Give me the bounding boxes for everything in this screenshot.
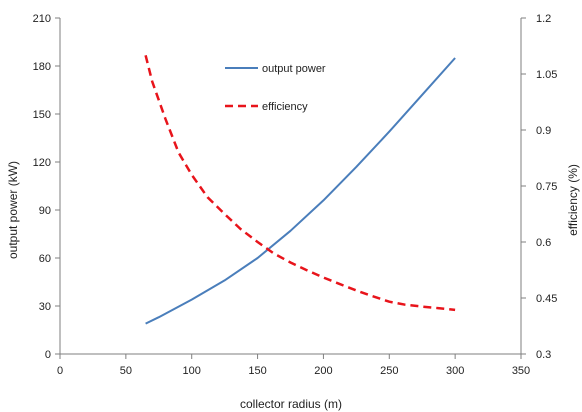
series-line-efficiency (144, 54, 456, 312)
right-y-tick-label: 0.6 (536, 237, 551, 249)
x-tick-label: 50 (120, 365, 132, 377)
right-y-tick-label: 1.05 (536, 69, 557, 81)
left-y-tick-label: 180 (33, 61, 51, 73)
x-tick-label: 0 (57, 365, 63, 377)
right-y-tick-label: 0.75 (536, 181, 557, 193)
x-tick-label: 200 (314, 365, 332, 377)
left-y-tick-label: 120 (33, 157, 51, 169)
left-y-axis-title: output power (kW) (6, 161, 20, 259)
x-tick-label: 300 (446, 365, 464, 377)
right-y-axis-ticks: 0.3 0.45 0.6 0.75 0.9 1.05 1.2 (521, 13, 557, 361)
legend-label: efficiency (262, 101, 308, 113)
left-y-tick-label: 210 (33, 13, 51, 25)
left-y-tick-label: 60 (39, 253, 51, 265)
right-y-tick-label: 1.2 (536, 13, 551, 25)
x-axis-title: collector radius (m) (240, 397, 342, 411)
left-y-tick-label: 150 (33, 109, 51, 121)
left-y-tick-label: 30 (39, 301, 51, 313)
right-y-tick-label: 0.3 (536, 349, 551, 361)
series-line-output-power (145, 57, 456, 325)
legend-label: output power (262, 63, 326, 75)
series-layer (144, 54, 456, 325)
x-tick-label: 100 (183, 365, 201, 377)
right-y-tick-label: 0.45 (536, 293, 557, 305)
left-y-tick-label: 0 (45, 349, 51, 361)
left-y-axis-ticks: 0 30 60 90 120 150 180 210 (33, 13, 60, 361)
x-tick-label: 250 (380, 365, 398, 377)
x-tick-label: 150 (248, 365, 266, 377)
right-y-tick-label: 0.9 (536, 125, 551, 137)
left-y-tick-label: 90 (39, 205, 51, 217)
legend: output power efficiency (225, 63, 326, 113)
x-axis-ticks: 0 50 100 150 200 250 300 350 (57, 354, 530, 377)
x-tick-label: 350 (512, 365, 530, 377)
right-y-axis-title: efficiency (%) (566, 164, 580, 236)
